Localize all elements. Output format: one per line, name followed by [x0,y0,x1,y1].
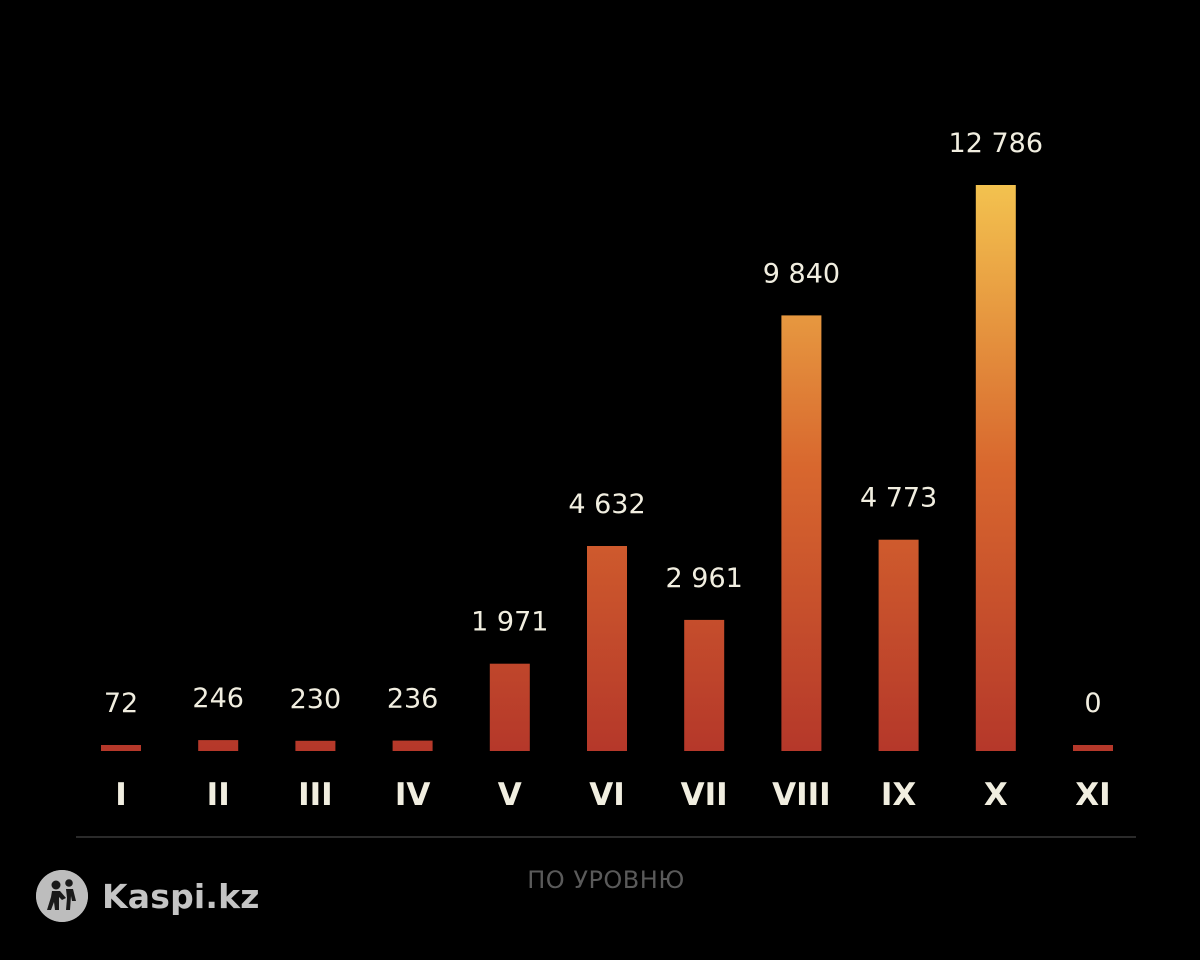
bar-I [101,745,141,751]
brand-logo: Kaspi.kz [36,870,260,922]
category-labels-group: I II III IV V VI VII VIII IX X XI [115,777,1110,813]
bar-III [295,740,336,751]
category-label-I: I [115,777,127,813]
value-label-IX: 4 773 [860,483,937,514]
value-label-X: 12 786 [949,128,1043,159]
bar-IV [392,740,433,751]
kaspi-logo-icon [36,870,88,922]
value-label-VIII: 9 840 [763,258,840,289]
category-label-III: III [298,777,333,813]
bar-V [489,663,530,751]
category-label-VII: VII [681,777,728,813]
bar-VII [684,619,725,751]
value-label-III: 230 [290,684,342,715]
value-label-IV: 236 [387,684,439,715]
category-label-XI: XI [1075,777,1110,813]
bar-II [198,740,239,751]
bar-VIII [781,315,822,751]
value-label-VII: 2 961 [666,563,743,594]
value-label-XI: 0 [1084,688,1101,719]
x-axis-label: ПО УРОВНЮ [527,866,685,894]
category-label-IV: IV [395,777,431,813]
bar-VI [587,546,627,751]
value-label-V: 1 971 [471,607,548,638]
category-label-II: II [207,777,230,813]
bar-IX [878,539,919,751]
axis-divider [76,836,1136,838]
value-label-VI: 4 632 [568,489,645,520]
bar-X [975,185,1016,751]
category-label-VI: VI [589,777,625,813]
category-label-X: X [984,777,1008,813]
category-label-VIII: VIII [772,777,831,813]
value-labels-group: 72 246 230 236 1 971 4 632 2 961 9 840 4 773 12 7… [104,128,1102,719]
brand-name: Kaspi.kz [102,876,260,916]
bar-XI [1073,745,1113,751]
value-label-II: 246 [192,683,244,714]
category-label-IX: IX [881,777,917,813]
category-label-V: V [498,777,522,813]
bars-group [101,185,1113,751]
value-label-I: 72 [104,688,138,719]
